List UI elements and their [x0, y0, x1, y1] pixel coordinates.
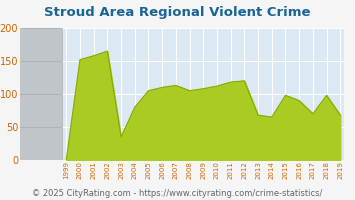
Text: Stroud Area Regional Violent Crime: Stroud Area Regional Violent Crime	[44, 6, 311, 19]
Text: © 2025 CityRating.com - https://www.cityrating.com/crime-statistics/: © 2025 CityRating.com - https://www.city…	[32, 189, 323, 198]
